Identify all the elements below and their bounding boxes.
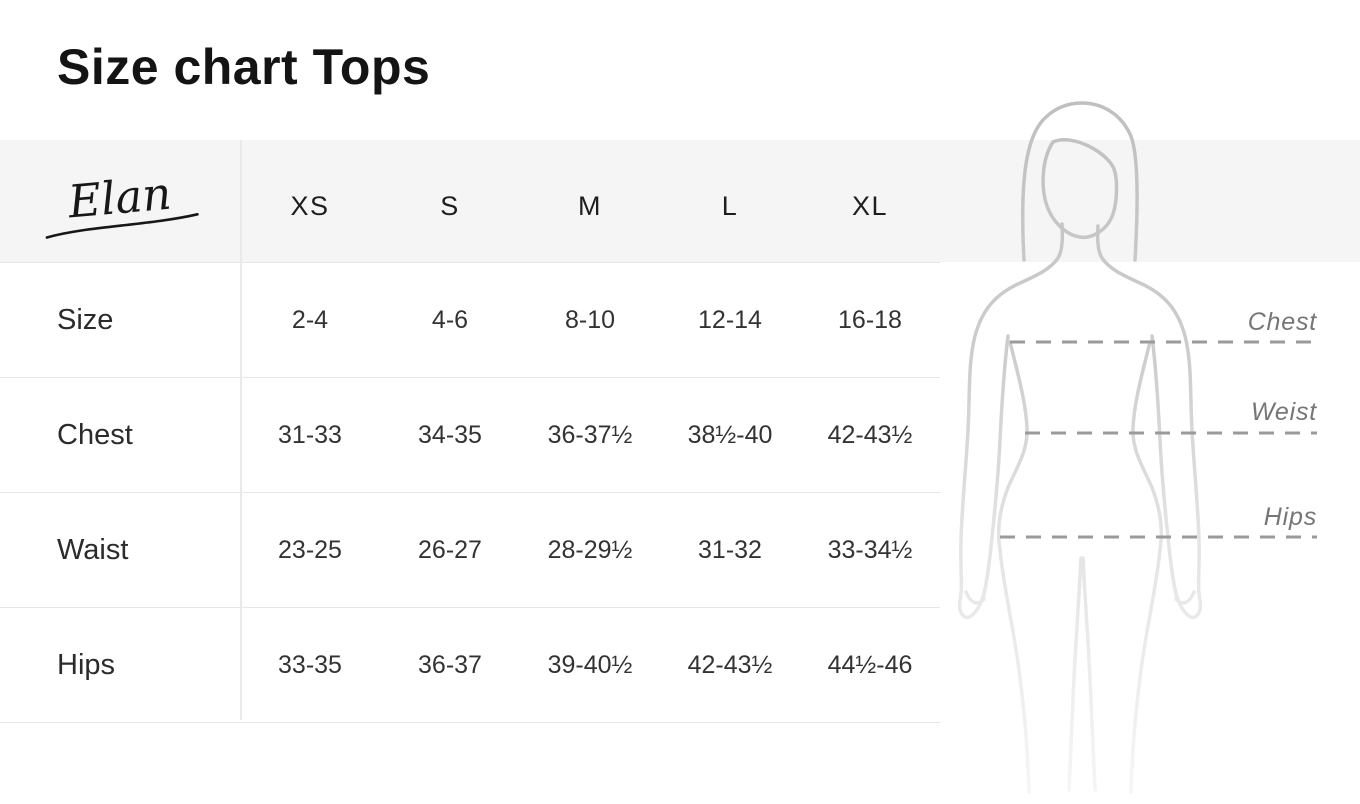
brand-underline-flourish xyxy=(45,212,199,239)
size-table: Elan XS S M L XL Size 2-4 4-6 8-10 12-14… xyxy=(0,140,940,723)
table-cell: 33-34½ xyxy=(827,535,913,564)
page-title: Size chart Tops xyxy=(57,39,431,95)
hair-outline xyxy=(1020,101,1139,262)
table-cell: 39-40½ xyxy=(547,650,633,679)
table-cell: 44½-46 xyxy=(827,650,913,679)
inner-leg-left xyxy=(1067,556,1083,792)
column-header-m: M xyxy=(578,190,602,221)
column-header-xl: XL xyxy=(851,190,889,221)
column-header-l: L xyxy=(721,190,739,221)
left-hand-thumb xyxy=(964,590,986,605)
table-row-hips: Hips 33-35 36-37 39-40½ 42-43½ 44½-46 xyxy=(0,607,940,723)
right-inner-arm xyxy=(1150,334,1179,600)
figure-label-weist: Weist xyxy=(1250,398,1317,426)
table-cell: 38½-40 xyxy=(687,420,773,449)
table-cell: 4-6 xyxy=(431,305,469,334)
column-header-xs: XS xyxy=(290,190,330,221)
table-cell: 42-43½ xyxy=(687,650,773,679)
table-header-row: Elan XS S M L XL xyxy=(0,140,940,262)
right-arm-outline xyxy=(1095,224,1203,620)
measurement-dashed-lines xyxy=(1000,340,1317,539)
table-cell: 28-29½ xyxy=(547,535,633,564)
female-silhouette-figure xyxy=(957,101,1317,794)
table-cell: 23-25 xyxy=(278,535,342,564)
table-cell: 42-43½ xyxy=(827,420,913,449)
figure-label-hips: Hips xyxy=(1263,503,1317,531)
inner-leg-right xyxy=(1081,556,1097,792)
table-cell: 31-32 xyxy=(698,535,762,564)
left-torso-leg xyxy=(996,340,1031,794)
row-label-size: Size xyxy=(57,303,114,336)
table-cell: 12-14 xyxy=(698,305,762,334)
table-cell: 8-10 xyxy=(564,305,616,334)
row-label-hips: Hips xyxy=(57,648,116,681)
table-row-size: Size 2-4 4-6 8-10 12-14 16-18 xyxy=(0,262,940,377)
table-cell: 36-37½ xyxy=(547,420,633,449)
table-cell: 34-35 xyxy=(418,420,482,449)
figure-label-chest: Chest xyxy=(1247,308,1317,336)
left-inner-arm xyxy=(981,334,1010,600)
table-vertical-divider xyxy=(240,140,242,720)
table-cell: 2-4 xyxy=(291,305,329,334)
right-torso-leg xyxy=(1129,340,1164,794)
table-header-band xyxy=(0,140,1360,262)
column-header-s: S xyxy=(440,190,460,221)
table-cell: 16-18 xyxy=(838,305,902,334)
row-label-waist: Waist xyxy=(57,533,129,566)
face-outline xyxy=(1041,138,1119,240)
row-label-chest: Chest xyxy=(57,418,133,451)
table-row-waist: Waist 23-25 26-27 28-29½ 31-32 33-34½ xyxy=(0,492,940,607)
table-row-chest: Chest 31-33 34-35 36-37½ 38½-40 42-43½ xyxy=(0,377,940,492)
left-arm-outline xyxy=(957,222,1065,620)
silhouette-outline xyxy=(957,101,1203,794)
brand-logo: Elan xyxy=(0,130,245,272)
table-cell: 36-37 xyxy=(418,650,482,679)
table-cell: 31-33 xyxy=(278,420,342,449)
right-hand-thumb xyxy=(1174,590,1196,605)
table-cell: 33-35 xyxy=(278,650,342,679)
table-cell: 26-27 xyxy=(418,535,482,564)
